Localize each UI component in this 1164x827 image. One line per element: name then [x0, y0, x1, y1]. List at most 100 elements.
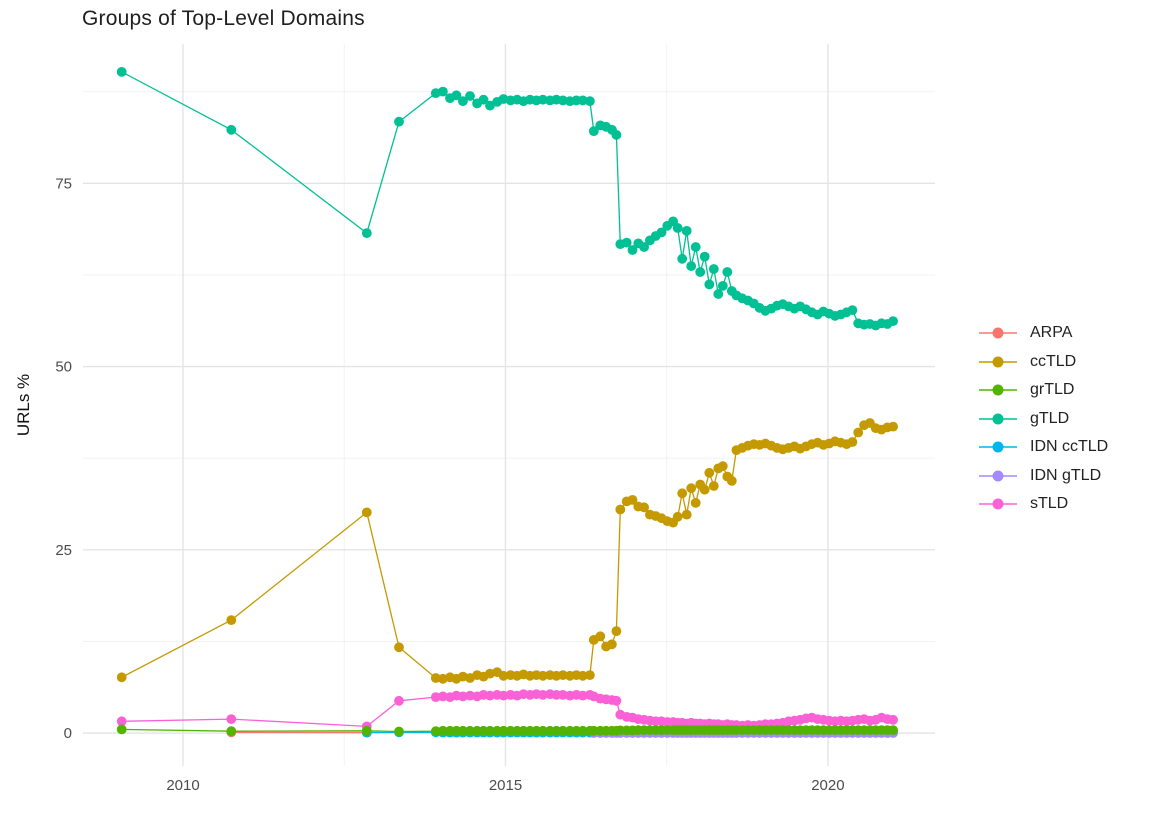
data-point-grtld: [226, 726, 237, 737]
data-point-gtld: [588, 126, 599, 137]
data-point-grtld: [558, 725, 568, 736]
data-point-stld: [458, 691, 468, 702]
data-point-cctld: [704, 467, 715, 478]
legend-item-arpa: ARPA: [978, 319, 1108, 348]
data-point-cctld: [681, 509, 692, 520]
legend-item-idn-gtld: IDN gTLD: [978, 462, 1108, 491]
data-point-cctld: [615, 504, 626, 515]
series-cctld: [116, 418, 898, 684]
data-point-stld: [538, 690, 548, 700]
y-tick-label: 25: [55, 542, 72, 559]
data-point-grtld: [498, 725, 509, 736]
data-point-gtld: [611, 130, 622, 140]
data-point-gtld: [394, 116, 404, 127]
legend: ARPA ccTLD grTLD gTLD IDN ccTLD IDN gTLD sTLD: [978, 319, 1108, 519]
data-point-stld: [888, 714, 898, 725]
x-tick-label: 2020: [811, 777, 844, 794]
data-point-cctld: [611, 626, 622, 636]
data-point-stld: [498, 690, 509, 701]
data-point-grtld: [888, 725, 898, 735]
data-point-grtld: [361, 725, 372, 736]
series-arpa: [226, 727, 372, 738]
y-tick-label: 75: [55, 175, 72, 192]
data-point-grtld: [438, 725, 448, 736]
data-point-gtld: [585, 96, 595, 107]
data-point-cctld: [853, 427, 864, 438]
legend-label-stld: sTLD: [1030, 495, 1069, 513]
data-point-cctld: [699, 484, 710, 495]
data-point-stld: [394, 695, 404, 706]
data-point-cctld: [639, 502, 649, 513]
legend-label-gtld: gTLD: [1030, 409, 1070, 427]
data-point-gtld: [621, 237, 632, 248]
legend-swatch-cctld: [979, 356, 1017, 368]
data-point-gtld: [677, 253, 688, 264]
data-point-gtld: [226, 124, 237, 135]
legend-swatch-idn-cctld: [979, 441, 1017, 453]
data-point-stld: [611, 695, 622, 706]
data-point-cctld: [627, 495, 638, 505]
data-point-grtld: [465, 725, 475, 736]
data-point-gtld: [116, 67, 127, 77]
data-point-cctld: [847, 437, 858, 447]
data-point-gtld: [686, 261, 697, 271]
data-point-gtld: [361, 228, 372, 239]
legend-label-arpa: ARPA: [1030, 324, 1073, 342]
data-point-stld: [485, 690, 495, 701]
data-point-cctld: [607, 639, 617, 650]
data-point-gtld: [672, 223, 683, 233]
data-point-grtld: [485, 725, 495, 736]
legend-label-grtld: grTLD: [1030, 381, 1075, 399]
data-point-stld: [116, 716, 127, 727]
data-point-gtld: [713, 289, 724, 299]
data-point-cctld: [686, 483, 697, 494]
x-axis-tick-labels: 2010 2015 2020: [166, 777, 844, 794]
data-point-cctld: [361, 507, 372, 518]
data-point-gtld: [577, 95, 588, 106]
data-point-gtld: [681, 226, 692, 236]
legend-swatch-gtld: [979, 413, 1017, 425]
legend-label-cctld: ccTLD: [1030, 352, 1077, 370]
data-point-stld: [577, 690, 588, 701]
legend-label-idn-gtld: IDN gTLD: [1030, 466, 1102, 484]
x-tick-label: 2010: [166, 777, 199, 794]
data-point-grtld: [394, 726, 404, 737]
legend-swatch-idn-gtld: [979, 470, 1017, 482]
data-point-gtld: [722, 267, 733, 277]
data-point-grtld: [430, 726, 441, 737]
data-point-cctld: [677, 488, 688, 499]
legend-item-cctld: ccTLD: [978, 348, 1108, 377]
data-point-gtld: [538, 94, 548, 105]
legend-swatch-arpa: [979, 327, 1017, 339]
data-point-grtld: [577, 725, 588, 736]
legend-swatch-stld: [979, 498, 1017, 510]
legend-swatch-grtld: [979, 384, 1017, 396]
x-tick-label: 2015: [489, 777, 522, 794]
data-point-stld: [226, 714, 237, 724]
data-point-gtld: [458, 96, 468, 107]
data-point-cctld: [430, 673, 441, 683]
data-point-gtld: [656, 227, 667, 238]
data-point-gtld: [847, 305, 858, 315]
data-point-gtld: [704, 279, 715, 290]
data-point-cctld: [394, 642, 404, 653]
legend-item-grtld: grTLD: [978, 376, 1108, 405]
data-point-cctld: [888, 421, 898, 432]
data-point-cctld: [498, 670, 509, 681]
data-point-cctld: [595, 631, 606, 642]
data-point-grtld: [116, 724, 127, 735]
data-point-gtld: [451, 90, 462, 101]
data-point-gtld: [708, 264, 719, 274]
data-point-cctld: [672, 511, 683, 522]
y-axis-tick-labels: 0 25 50 75: [55, 175, 72, 742]
data-point-gtld: [478, 94, 489, 105]
legend-item-idn-cctld: IDN ccTLD: [978, 433, 1108, 462]
data-point-cctld: [116, 672, 127, 683]
grid-major: [83, 44, 935, 766]
data-point-cctld: [726, 476, 737, 486]
series-grtld: [116, 724, 898, 737]
legend-item-stld: sTLD: [978, 490, 1108, 519]
data-point-gtld: [695, 267, 706, 277]
